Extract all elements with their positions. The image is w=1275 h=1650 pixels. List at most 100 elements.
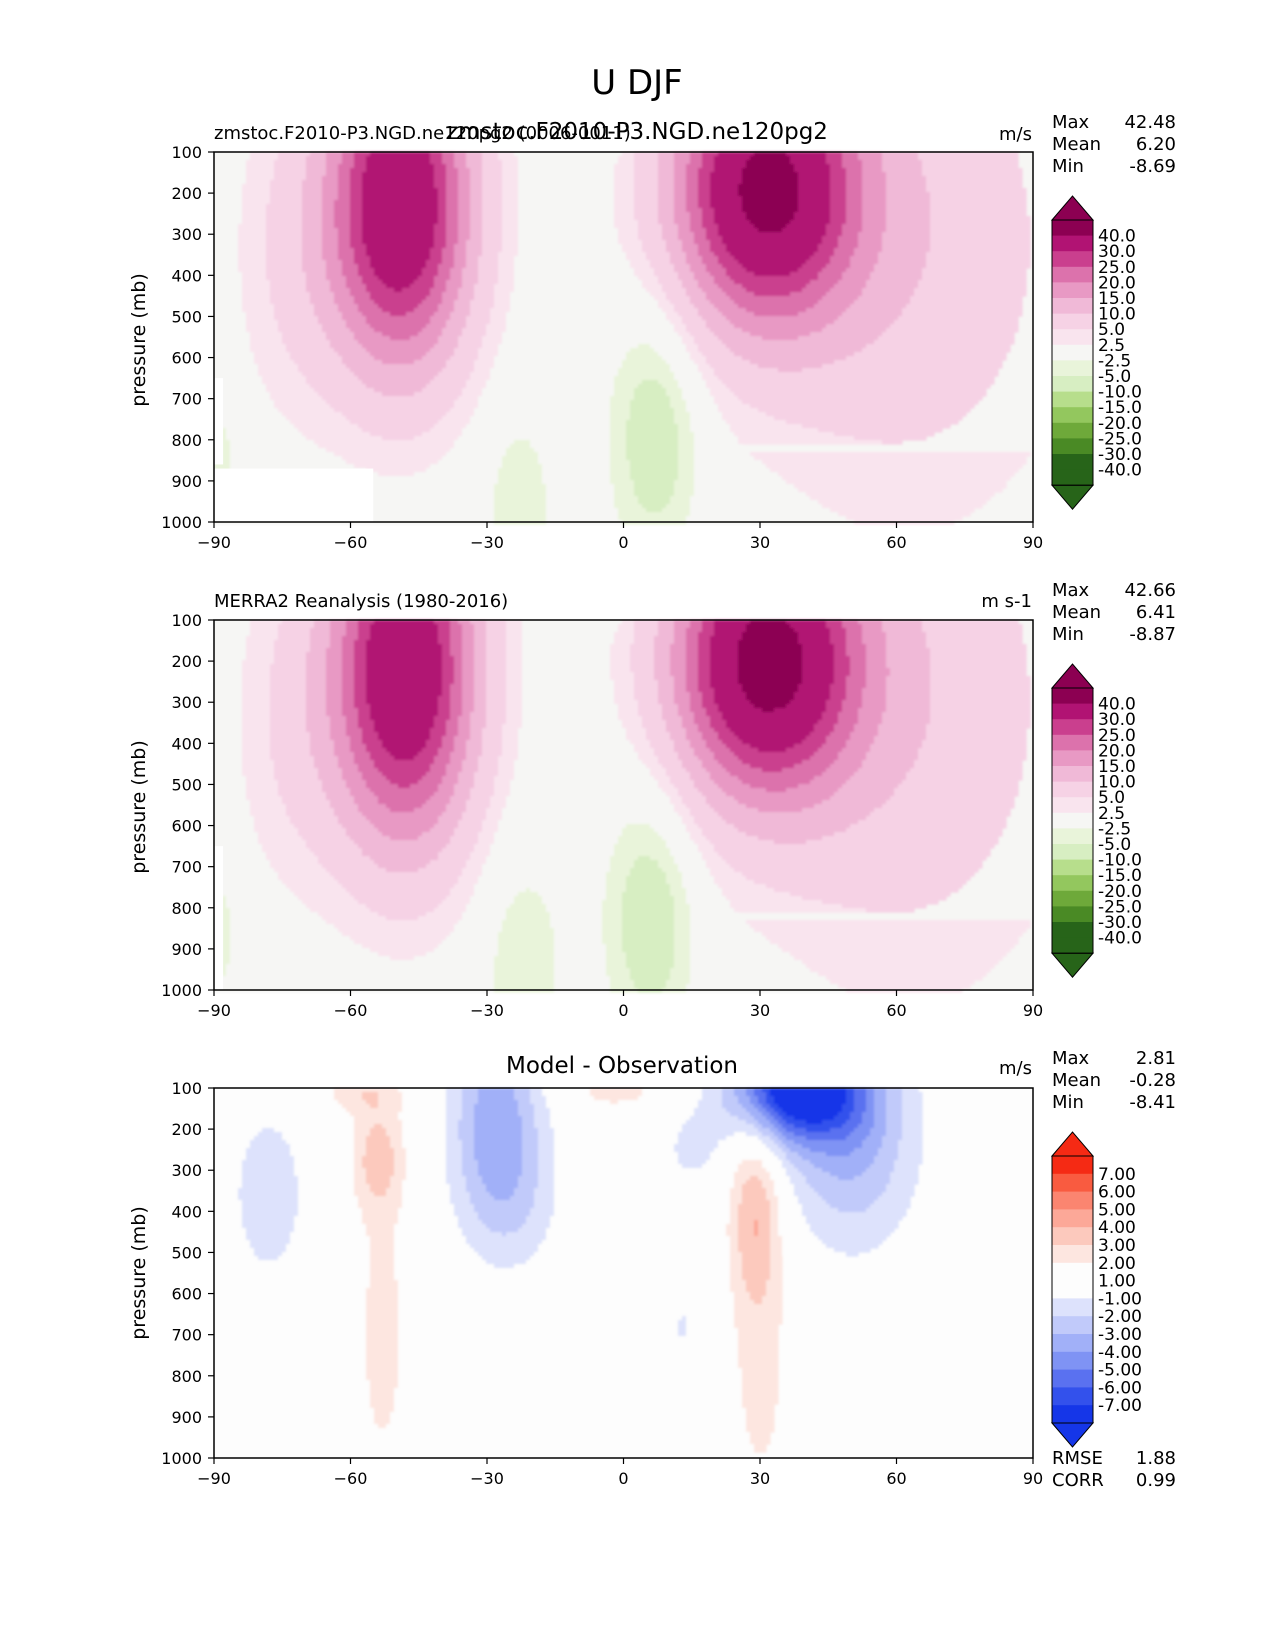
contour-cell [214,208,243,213]
contour-cell [682,1128,759,1133]
contour-cell [446,220,459,225]
contour-cell [614,640,635,645]
contour-cell [326,160,343,165]
contour-cell [226,968,495,973]
contour-cell [698,364,711,369]
contour-cell [866,344,1011,349]
contour-cell [338,1100,367,1105]
contour-cell [366,1332,399,1337]
contour-cell [610,424,627,429]
contour-cell [482,168,503,173]
contour-cell [478,876,607,881]
contour-cell [354,164,367,169]
contour-cell [518,248,623,253]
contour-cell [250,1240,291,1245]
contour-cell [554,940,603,945]
contour-cell [406,1168,447,1173]
contour-cell [494,832,623,837]
contour-cell [706,228,719,233]
contour-cell [246,312,275,317]
contour-cell [702,372,715,377]
contour-cell [270,184,303,189]
contour-cell [858,708,887,713]
contour-cell [770,1104,779,1109]
contour-cell [366,1180,391,1185]
contour-cell [890,1176,919,1181]
contour-cell [922,172,1023,177]
contour-cell [442,256,455,261]
contour-cell [886,1124,903,1129]
contour-cell [678,708,691,713]
contour-cell [786,420,959,425]
contour-cell [806,1216,903,1221]
contour-cell [302,180,323,185]
contour-cell [686,1120,747,1125]
contour-cell [546,512,619,517]
contour-cell [482,196,503,201]
contour-cell [718,1144,767,1149]
contour-cell [478,1100,519,1105]
contour-cell [714,808,759,813]
contour-cell [678,424,691,429]
contour-cell [630,644,655,649]
contour-cell [514,896,543,901]
contour-cell [366,244,435,249]
contour-cell [918,156,1019,161]
contour-cell [506,636,523,641]
contour-cell [486,816,503,821]
colorbar-label: 3.00 [1098,1236,1136,1256]
contour-cell [894,788,1019,793]
contour-cell [398,1116,447,1121]
contour-cell [318,912,379,917]
contour-cell [502,172,519,177]
contour-cell [362,428,431,433]
contour-cell [890,672,931,677]
contour-cell [486,696,507,701]
contour-cell [370,628,439,633]
contour-cell [270,392,319,397]
contour-cell [846,216,863,221]
contour-cell [602,936,623,941]
contour-cell [446,1128,459,1133]
contour-cell [238,224,267,229]
contour-cell [866,1096,875,1101]
contour-cell [674,160,691,165]
contour-cell [742,1260,771,1265]
contour-cell [682,760,703,765]
contour-cell [462,912,507,917]
contour-cell [438,628,451,633]
contour-cell [502,724,523,729]
contour-cell [250,632,279,637]
contour-cell [886,1108,903,1113]
contour-cell [690,428,731,433]
contour-cell [486,704,507,709]
contour-cell [226,972,495,977]
contour-cell [778,472,1015,477]
contour-cell [726,316,839,321]
contour-cell [214,1188,239,1193]
contour-cell [274,404,331,409]
contour-cell [834,648,847,653]
contour-cell [474,668,487,673]
y-tick-label: 700 [171,858,202,877]
contour-cell [870,1164,895,1169]
contour-cell [230,956,391,961]
contour-cell [682,240,695,245]
contour-cell [342,664,355,669]
contour-cell [314,756,339,761]
contour-cell [918,752,1027,757]
contour-cell [378,736,431,741]
contour-cell [818,248,835,253]
contour-cell [446,1120,459,1125]
contour-cell [774,1096,847,1101]
contour-cell [670,776,691,781]
contour-cell [698,680,711,685]
contour-cell [214,804,251,809]
contour-cell [238,228,267,233]
contour-cell [718,784,751,789]
contour-cell [214,320,247,325]
contour-cell [242,212,267,217]
contour-cell [346,628,359,633]
contour-cell [242,1180,299,1185]
contour-cell [502,160,519,165]
